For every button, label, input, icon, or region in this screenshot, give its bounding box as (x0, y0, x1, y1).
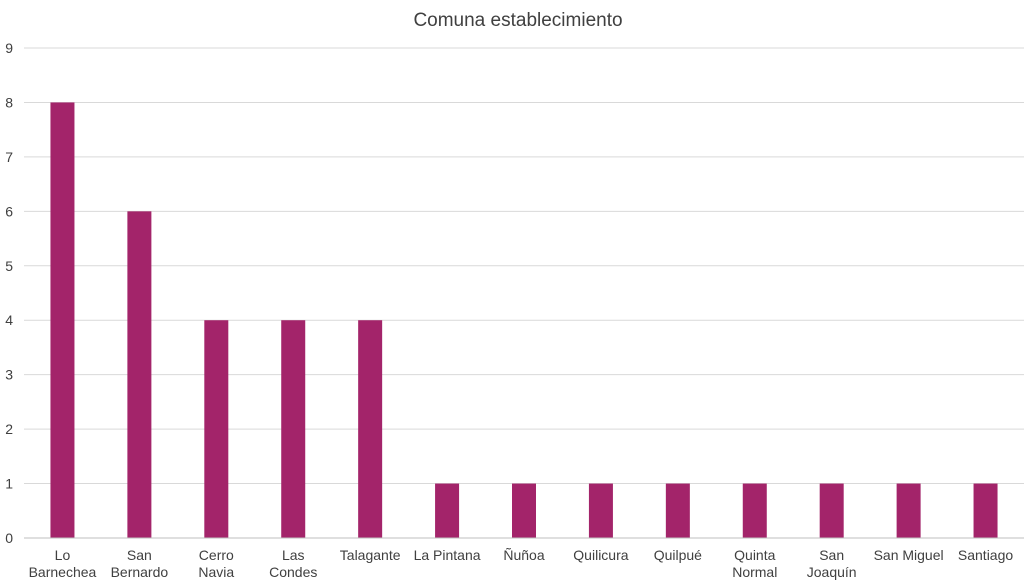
x-tick-label-line: Normal (732, 564, 777, 580)
bar (588, 483, 613, 538)
y-axis-ticks: 0 1 2 3 4 5 6 7 8 9 (5, 40, 13, 546)
x-tick-label: Santiago (958, 547, 1013, 563)
y-tick-label: 0 (5, 530, 13, 546)
bar (127, 211, 152, 539)
x-tick-label-line: Talagante (340, 547, 401, 563)
chart-title: Comuna establecimiento (413, 10, 622, 31)
x-tick-label-line: Santiago (958, 547, 1013, 563)
x-tick-label: Quilicura (573, 547, 628, 563)
y-tick-label: 6 (5, 203, 13, 219)
bars (50, 102, 998, 539)
y-tick-label: 3 (5, 367, 13, 383)
x-tick-label-line: San (127, 547, 152, 563)
y-tick-label: 9 (5, 40, 13, 56)
y-tick-label: 4 (5, 312, 13, 328)
x-tick-label-line: Quinta (734, 547, 775, 563)
bar (742, 483, 767, 538)
y-tick-label: 7 (5, 149, 13, 165)
bar (512, 483, 536, 538)
bar (358, 320, 383, 538)
x-tick-label: Las Condes (269, 547, 317, 580)
bar (973, 483, 998, 538)
x-tick-label-line: Joaquín (807, 564, 857, 580)
x-tick-label: San Miguel (874, 547, 944, 563)
x-tick-label-line: Ñuñoa (503, 547, 544, 563)
x-tick-label-line: Cerro (199, 547, 234, 563)
x-tick-label-line: Condes (269, 564, 317, 580)
x-tick-label: Ñuñoa (503, 547, 544, 563)
x-tick-label: Cerro Navia (198, 547, 234, 580)
y-tick-label: 1 (5, 476, 13, 492)
x-tick-label-line: La Pintana (414, 547, 481, 563)
x-tick-label: La Pintana (414, 547, 481, 563)
x-tick-label-line: Quilpué (654, 547, 702, 563)
x-tick-label-line: Barnechea (29, 564, 97, 580)
x-tick-label-line: Las (282, 547, 305, 563)
x-tick-label: San Bernardo (111, 547, 169, 580)
x-tick-label: Talagante (340, 547, 401, 563)
bar (896, 483, 921, 538)
x-tick-label-line: San (819, 547, 844, 563)
bar (665, 483, 690, 538)
x-tick-label-line: San Miguel (874, 547, 944, 563)
x-tick-label-line: Quilicura (573, 547, 628, 563)
bar (435, 483, 460, 538)
bar (204, 320, 229, 538)
y-tick-label: 2 (5, 421, 13, 437)
x-tick-label: Quinta Normal (732, 547, 777, 580)
gridlines (24, 47, 1024, 485)
y-tick-label: 8 (5, 94, 13, 110)
x-tick-label: San Joaquín (807, 547, 857, 580)
x-tick-label: Lo Barnechea (29, 547, 97, 580)
x-tick-label-line: Navia (198, 564, 234, 580)
x-tick-label: Quilpué (654, 547, 702, 563)
bar (281, 320, 306, 538)
x-tick-label-line: Bernardo (111, 564, 169, 580)
bar (819, 483, 844, 538)
x-tick-label-line: Lo (55, 547, 71, 563)
y-tick-label: 5 (5, 258, 13, 274)
bar (50, 102, 75, 538)
